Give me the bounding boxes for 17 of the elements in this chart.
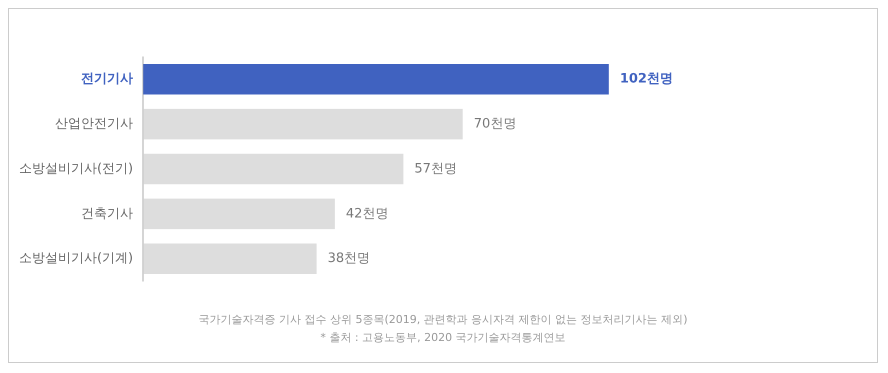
data-label: 102천명: [620, 72, 673, 87]
data-label: 42천명: [346, 206, 388, 222]
bar: [143, 64, 609, 94]
bar: [143, 198, 335, 230]
bar: [143, 108, 463, 140]
data-label: 38천명: [328, 251, 370, 266]
text: 국가기술자격증 기사 접수 상위 5종목(2019, 관련학과 응시자격 제한이 없는 정보처리기사는 제외): [197, 312, 689, 328]
text: * 출처 : 고용노동부, 2020 국가기술자격통계연보: [319, 330, 567, 346]
y-tick-label: 건축기사: [81, 206, 134, 222]
bar: [143, 154, 404, 184]
y-tick-label: 전기기사: [81, 72, 134, 87]
bar: [143, 244, 317, 274]
y-tick-label: 소방설비기사(전기): [18, 161, 134, 176]
y-tick-label: 소방설비기사(기계): [18, 251, 134, 266]
y-tick-label: 산업안전기사: [55, 116, 134, 132]
data-label: 57천명: [414, 161, 457, 176]
data-label: 70천명: [474, 116, 516, 132]
